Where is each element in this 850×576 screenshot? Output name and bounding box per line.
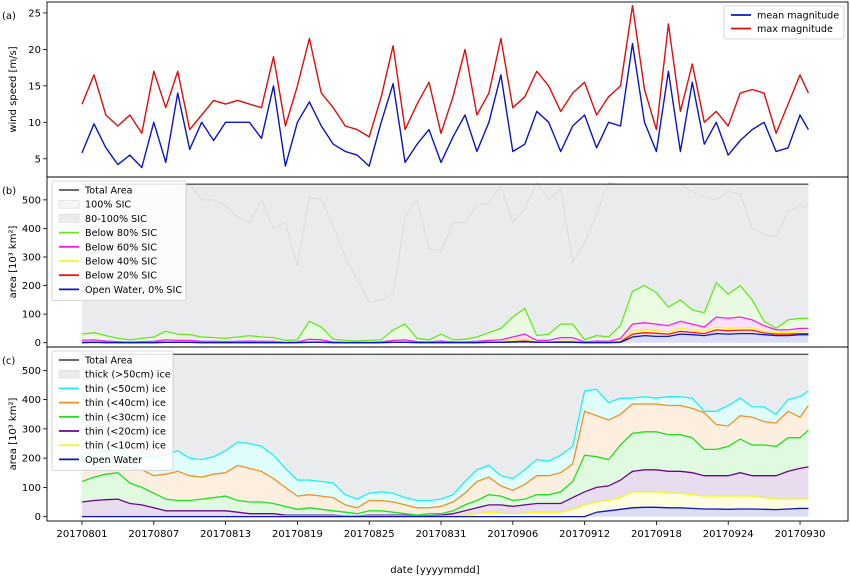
y-tick-label: 400 (22, 224, 41, 235)
legend-label-mean-magnitude: mean magnitude (757, 11, 839, 22)
x-tick-label: 20170912 (559, 529, 610, 540)
legend-box (723, 5, 845, 40)
area-line-open-water (82, 506, 809, 518)
legend-label-thick-50cm-ice: thick (>50cm) ice (85, 370, 171, 381)
x-tick-label: 20170831 (416, 529, 467, 540)
legend-label-100-sic: 100% SIC (85, 200, 131, 211)
legend-swatch (58, 369, 80, 379)
y-tick-label: 20 (28, 45, 41, 56)
area-line-thin-30cm-ice (81, 429, 809, 516)
x-axis-label: date [yyyymmdd] (390, 565, 479, 576)
panel-label: (c) (2, 356, 15, 367)
axes-frame (46, 346, 849, 522)
area-fill-below-60-sic (82, 317, 809, 343)
panel-label: (b) (2, 186, 16, 197)
area-line-below-80-sic (81, 281, 809, 342)
x-tick-label: 20170819 (272, 529, 323, 540)
area-fill-thin-40cm-ice (82, 404, 809, 516)
area-fill-thin-10cm-ice (82, 491, 809, 517)
y-tick-label: 25 (28, 8, 41, 19)
legend-swatch (58, 199, 80, 209)
legend-label-thin-40cm-ice: thin (<40cm) ice (85, 398, 166, 409)
y-tick-label: 200 (22, 281, 41, 292)
legend-label-below-60-sic: Below 60% SIC (85, 242, 157, 253)
area-line-100-sic (82, 181, 809, 304)
y-tick-label: 400 (22, 395, 41, 406)
legend-label-below-20-sic: Below 20% SIC (85, 271, 157, 282)
area-fill-thin-30cm-ice (82, 430, 809, 516)
y-tick-label: 0 (35, 338, 41, 349)
x-tick-label: 20170801 (57, 529, 108, 540)
area-line-below-60-sic (81, 316, 809, 343)
y-tick-label: 15 (28, 81, 41, 92)
panel-a: (a) wind speed [m/s] 5 10 15 20 25 mean magnitu… (2, 1, 849, 178)
legend-label-max-magnitude: max magnitude (757, 24, 833, 35)
y-tick-label: 500 (22, 366, 41, 377)
y-tick-label: 300 (22, 424, 41, 435)
y-axis-label: area [10³ km²] (8, 226, 19, 299)
x-tick-label: 20170906 (487, 529, 538, 540)
area-fill-80-100-sic (82, 184, 809, 341)
legend-label-open-water: Open Water (85, 455, 142, 466)
legend-label-total-area: Total Area (84, 186, 133, 197)
y-tick-label: 300 (22, 253, 41, 264)
area-fill-below-80-sic (82, 282, 809, 343)
y-tick-label: 100 (22, 483, 41, 494)
legend-label-thin-20cm-ice: thin (<20cm) ice (85, 427, 166, 438)
legend-swatch (58, 214, 80, 223)
series-line-mean-magnitude (81, 42, 810, 169)
area-line-thin-40cm-ice (81, 403, 809, 509)
area-fill-thick-50cm-ice (82, 354, 809, 501)
x-tick-label: 20170825 (344, 529, 395, 540)
y-tick-label: 500 (22, 195, 41, 206)
x-tick-label: 20170918 (631, 529, 682, 540)
area-line-open-water-0-sic (81, 332, 809, 344)
area-line-thin-20cm-ice (81, 466, 809, 517)
area-fill-open-water (82, 507, 809, 517)
legend-box (51, 180, 187, 301)
y-tick-label: 0 (35, 512, 41, 523)
panel-c: (c) area [10³ km²] 0 100 200 300 400 500 2017080… (2, 346, 849, 540)
y-tick-label: 200 (22, 454, 41, 465)
legend-label-open-water-0-sic: Open Water, 0% SIC (85, 285, 182, 296)
legend-label-below-80-sic: Below 80% SIC (85, 228, 157, 239)
legend-label-thin-30cm-ice: thin (<30cm) ice (85, 412, 166, 423)
legend-label-thin-10cm-ice: thin (<10cm) ice (85, 441, 166, 452)
y-tick-label: 10 (28, 118, 41, 129)
panel-label: (a) (2, 11, 16, 22)
area-line-thin-50cm-ice (81, 388, 809, 502)
y-tick-label: 100 (22, 310, 41, 321)
series-line-max-magnitude (81, 4, 810, 138)
area-fill-open-water-0-sic (82, 333, 809, 343)
panel-b: (b) area [10³ km²] 0 100 200 300 400 500 Total A… (2, 176, 849, 349)
y-axis-label: area [10³ km²] (8, 398, 19, 471)
legend-box (51, 350, 174, 471)
legend-label-80-100-sic: 80-100% SIC (85, 214, 147, 225)
legend-label-below-40-sic: Below 40% SIC (85, 257, 157, 268)
x-tick-label: 20170807 (128, 529, 179, 540)
legend-label-thin-50cm-ice: thin (<50cm) ice (85, 384, 166, 395)
legend-label-total-area: Total Area (84, 356, 133, 367)
x-tick-label: 20170813 (200, 529, 251, 540)
y-axis-label: wind speed [m/s] (8, 46, 19, 132)
area-fill-thin-20cm-ice (82, 466, 809, 517)
x-tick-label: 20170924 (703, 529, 754, 540)
y-tick-label: 5 (35, 154, 41, 165)
x-tick-label: 20170930 (775, 529, 826, 540)
